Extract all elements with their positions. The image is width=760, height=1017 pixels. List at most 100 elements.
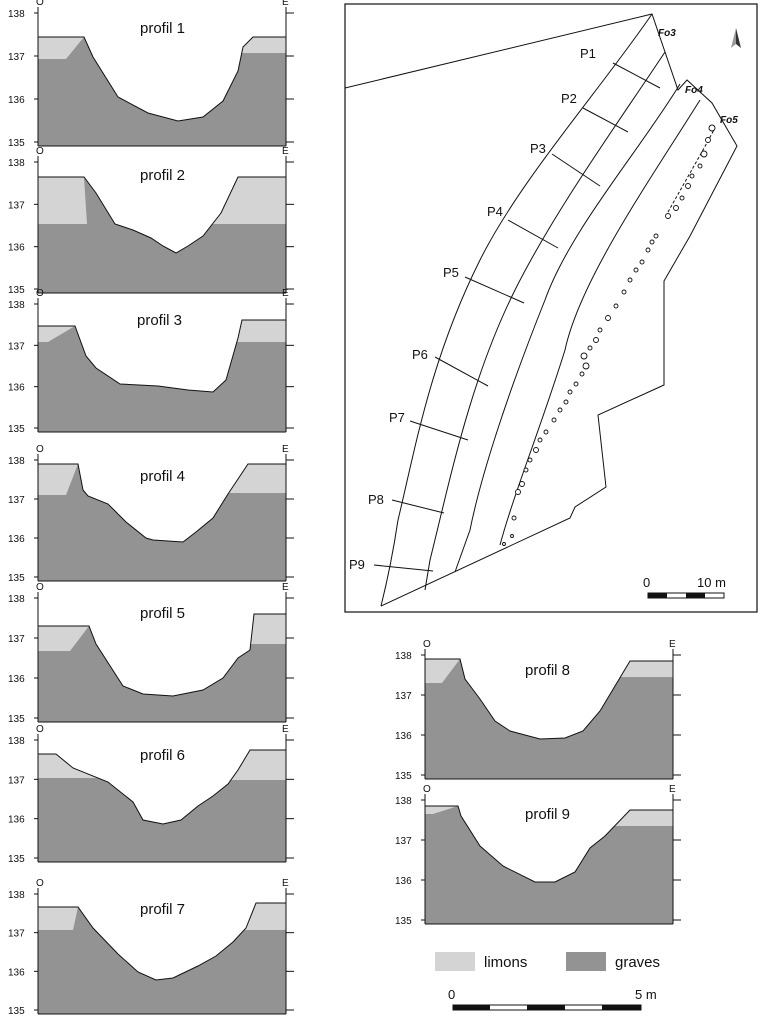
- posthole: [689, 173, 695, 179]
- label-east-2: E: [282, 146, 289, 157]
- posthole: [685, 183, 691, 189]
- channel-line-2: [424, 51, 666, 591]
- legend-label-limons: limons: [484, 954, 527, 971]
- posthole: [533, 447, 539, 453]
- label-east-9: E: [669, 784, 676, 795]
- channel-line-1: [380, 13, 653, 607]
- profile-line-p6: [434, 356, 489, 387]
- tick-label-6-136: 136: [8, 815, 25, 826]
- label-west-7: O: [36, 878, 44, 889]
- tick-label-3-137: 137: [8, 341, 25, 352]
- profile-line-p5: [464, 276, 525, 304]
- tick-label-2-136: 136: [8, 243, 25, 254]
- air-mask-7: [38, 890, 286, 980]
- profile-title-5: profil 5: [140, 605, 185, 622]
- profile-line-p3: [551, 153, 601, 187]
- map-scale-end: 10 m: [697, 575, 726, 590]
- posthole: [679, 195, 685, 201]
- profile-line-p9: [373, 564, 434, 572]
- label-west-4: O: [36, 444, 44, 455]
- graves-layer-8: [425, 659, 673, 779]
- tick-label-2-137: 137: [8, 200, 25, 211]
- tick-label-9-136: 136: [395, 876, 412, 887]
- tick-label-6-135: 135: [8, 854, 25, 865]
- label-east-5: E: [282, 582, 289, 593]
- feature-trace: [667, 127, 716, 213]
- tick-label-4-136: 136: [8, 534, 25, 545]
- air-mask-2: [38, 158, 286, 253]
- tick-label-1-135: 135: [8, 138, 25, 149]
- profile-line-p8: [391, 499, 445, 514]
- tick-label-5-138: 138: [8, 594, 25, 605]
- posthole: [563, 399, 569, 405]
- posthole: [613, 303, 619, 309]
- posthole: [515, 489, 521, 495]
- tick-label-4-138: 138: [8, 456, 25, 467]
- tick-label-8-138: 138: [395, 651, 412, 662]
- label-east-8: E: [669, 639, 676, 650]
- posthole: [523, 467, 529, 473]
- limons-left-8: [425, 659, 460, 683]
- map-label-p5: P5: [443, 265, 459, 280]
- north-arrow-shade: [731, 28, 736, 48]
- posthole: [567, 389, 573, 395]
- tick-label-1-138: 138: [8, 9, 25, 20]
- graves-layer-5: [38, 614, 286, 722]
- map-label-fo4: Fo4: [685, 85, 703, 96]
- surface-line-8: [425, 658, 673, 740]
- map-scale-seg-1: [648, 593, 667, 598]
- posthole: [697, 163, 703, 169]
- legend-label-graves: graves: [615, 954, 660, 971]
- posthole: [627, 277, 633, 283]
- posthole: [527, 457, 533, 463]
- posthole: [579, 371, 585, 377]
- posthole: [593, 337, 599, 343]
- posthole: [645, 247, 651, 253]
- tick-label-6-138: 138: [8, 736, 25, 747]
- air-mask-5: [38, 594, 286, 696]
- tick-label-5-137: 137: [8, 634, 25, 645]
- tick-label-7-136: 136: [8, 967, 25, 978]
- graves-layer-7: [38, 903, 286, 1014]
- map-scale-bar: 0 10 m: [643, 575, 726, 599]
- posthole: [705, 137, 711, 143]
- map-label-p7: P7: [389, 410, 405, 425]
- profile-title-7: profil 7: [140, 901, 185, 918]
- map-scale-start: 0: [643, 575, 650, 590]
- air-mask-9: [425, 796, 673, 882]
- tick-label-7-138: 138: [8, 890, 25, 901]
- profile-title-6: profil 6: [140, 747, 185, 764]
- tick-label-2-138: 138: [8, 158, 25, 169]
- parcel-boundary: [344, 13, 738, 607]
- limons-left-9: [425, 806, 458, 814]
- limons-left-4: [38, 464, 78, 495]
- label-west-6: O: [36, 724, 44, 735]
- profile-title-9: profil 9: [525, 806, 570, 823]
- site-plan: P1 P2 P3 P4 P5 P6 P7 P8 P9 Fo3 Fo4 Fo5 0…: [344, 3, 758, 613]
- map-label-p6: P6: [412, 347, 428, 362]
- postholes: [502, 124, 716, 546]
- limons-left-3: [38, 326, 75, 342]
- label-east-7: E: [282, 878, 289, 889]
- limons-left-2: [38, 177, 87, 224]
- posthole: [633, 267, 639, 273]
- air-mask-6: [38, 736, 286, 824]
- scale-seg-5: [602, 1005, 641, 1010]
- legend-swatch-graves: [566, 952, 606, 971]
- limons-left-7: [38, 907, 78, 930]
- profile-title-8: profil 8: [525, 662, 570, 679]
- air-mask-3: [38, 300, 286, 392]
- graves-layer-6: [38, 750, 286, 862]
- posthole: [580, 352, 588, 360]
- posthole: [573, 381, 579, 387]
- tick-label-6-137: 137: [8, 775, 25, 786]
- surface-line-9: [425, 805, 673, 883]
